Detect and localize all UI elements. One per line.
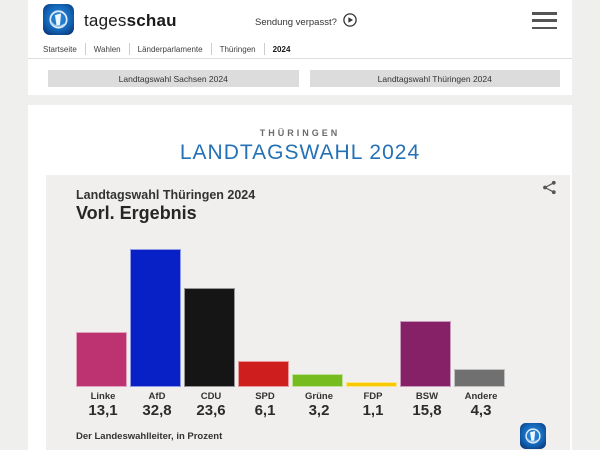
value-label-linke: 13,1 — [88, 402, 118, 419]
chart-subtitle: Vorl. Ergebnis — [76, 203, 197, 223]
landtagswahl-sachsen-button[interactable]: Landtagswahl Sachsen 2024 — [48, 70, 299, 87]
bar-bsw — [400, 320, 451, 387]
bar-slot-spd — [238, 240, 292, 387]
chart-title: Landtagswahl Thüringen 2024 — [76, 188, 256, 202]
sendung-verpasst-link[interactable]: Sendung verpasst? — [255, 13, 357, 32]
main-content: THÜRINGEN LANDTAGSWAHL 2024 Landtagswahl… — [28, 105, 572, 450]
bar-slot-andere — [454, 240, 508, 387]
category-label-andere: Andere — [464, 391, 498, 402]
tagesschau-globe-logo[interactable] — [43, 4, 74, 35]
page-kicker: THÜRINGEN — [259, 128, 341, 138]
bar-slot-cdu — [184, 240, 238, 387]
value-label-afd: 32,8 — [142, 402, 172, 419]
bar-afd — [130, 249, 181, 387]
landtagswahl-thueringen-button[interactable]: Landtagswahl Thüringen 2024 — [309, 70, 560, 87]
bar-slot-grüne — [292, 240, 346, 387]
breadcrumb-wahlen[interactable]: Wahlen — [93, 44, 121, 54]
category-label-bsw: BSW — [415, 391, 439, 402]
breadcrumb-2024[interactable]: 2024 — [272, 44, 291, 54]
bar-grüne — [292, 373, 343, 387]
hamburger-menu-icon[interactable] — [532, 12, 557, 29]
value-label-cdu: 23,6 — [196, 402, 226, 419]
category-label-fdp: FDP — [363, 391, 383, 402]
category-label-afd: AfD — [148, 391, 166, 402]
value-label-bsw: 15,8 — [412, 402, 442, 419]
breadcrumb-divider — [210, 43, 212, 55]
category-label-cdu: CDU — [200, 391, 222, 402]
bar-linke — [76, 332, 127, 387]
breadcrumb-thueringen[interactable]: Thüringen — [219, 44, 256, 54]
bar-slot-afd — [130, 240, 184, 387]
category-label-linke: Linke — [90, 391, 116, 402]
bar-slot-fdp — [346, 240, 400, 387]
brand-wordmark[interactable]: tagesschau — [84, 11, 177, 31]
play-circle-icon[interactable] — [343, 13, 357, 32]
breadcrumb-divider — [84, 43, 86, 55]
bar-slot-bsw — [400, 240, 454, 387]
header-divider — [28, 58, 572, 59]
bar-category-labels: Linke AfD CDU SPD Grüne FDP BSW Andere — [76, 391, 508, 402]
tagesschau-globe-logo — [520, 423, 546, 449]
bar-spd — [238, 361, 289, 387]
header: tagesschau Sendung verpasst? Startseite … — [28, 0, 572, 95]
value-label-fdp: 1,1 — [362, 402, 384, 419]
brand-bold: schau — [126, 11, 177, 30]
bar-cdu — [184, 287, 235, 387]
sendung-verpasst-label: Sendung verpasst? — [255, 17, 337, 28]
breadcrumb-laenderparlamente[interactable]: Länderparlamente — [137, 44, 203, 54]
bar-slot-linke — [76, 240, 130, 387]
breadcrumb: Startseite Wahlen Länderparlamente Thüri… — [43, 42, 298, 56]
page-title: LANDTAGSWAHL 2024 — [179, 141, 421, 164]
category-label-spd: SPD — [255, 391, 275, 402]
category-label-grüne: Grüne — [305, 391, 333, 402]
election-nav-buttons: Landtagswahl Sachsen 2024 Landtagswahl T… — [48, 70, 560, 87]
bar-chart-plot — [76, 240, 508, 387]
share-icon[interactable] — [542, 180, 557, 195]
breadcrumb-divider — [263, 43, 265, 55]
value-label-grüne: 3,2 — [308, 402, 330, 419]
results-chart-card: Landtagswahl Thüringen 2024 Vorl. Ergebn… — [46, 175, 570, 450]
chart-source: Der Landeswahlleiter, in Prozent — [76, 431, 223, 442]
breadcrumb-startseite[interactable]: Startseite — [43, 44, 77, 54]
bar-fdp — [346, 382, 397, 387]
bar-value-labels: 13,1 32,8 23,6 6,1 3,2 1,1 15,8 4,3 — [76, 402, 508, 419]
value-label-spd: 6,1 — [254, 402, 276, 419]
breadcrumb-divider — [128, 43, 130, 55]
brand-regular: tages — [84, 11, 127, 30]
value-label-andere: 4,3 — [470, 402, 492, 419]
bar-andere — [454, 368, 505, 387]
